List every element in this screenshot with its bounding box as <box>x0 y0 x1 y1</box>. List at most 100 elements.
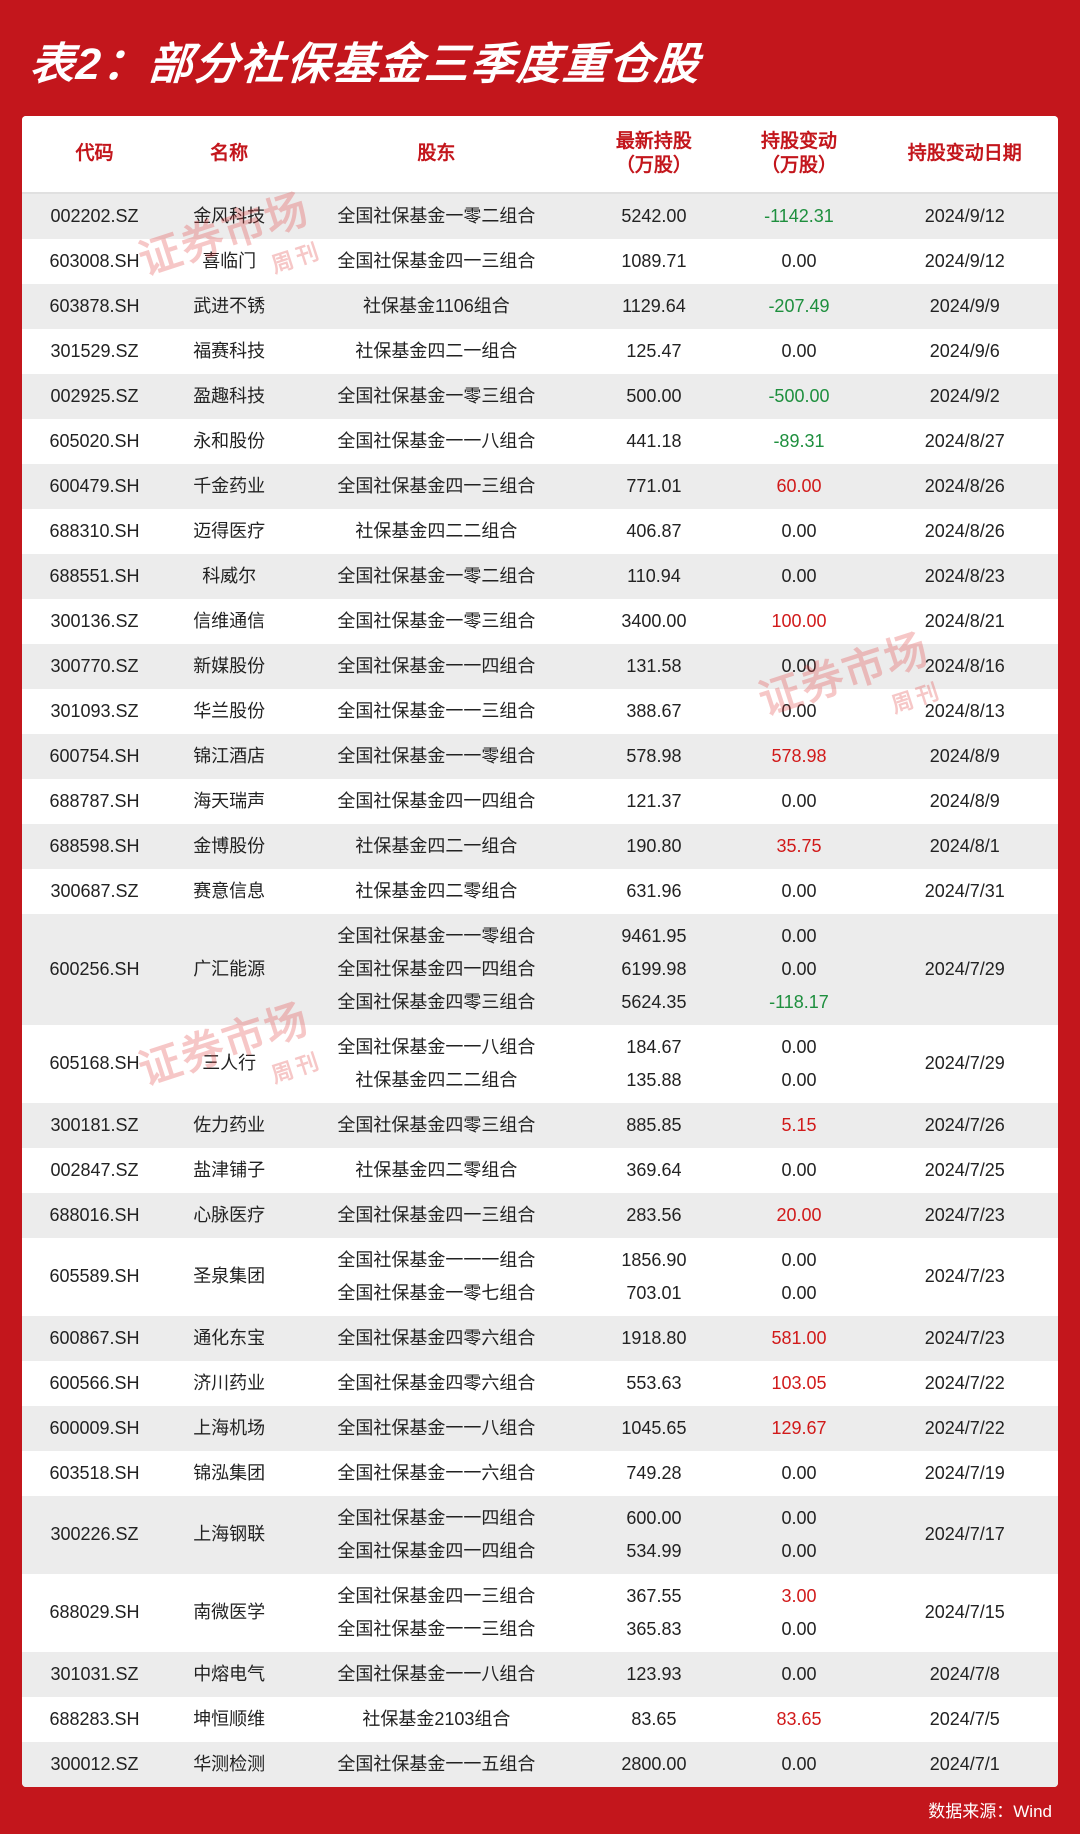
change-value: 581.00 <box>732 1322 865 1355</box>
cell-holder: 全国社保基金一零二组合 <box>291 554 581 599</box>
shares-value: 1045.65 <box>587 1412 720 1445</box>
cell-code: 301093.SZ <box>22 689 167 734</box>
cell-change: 0.00 <box>726 1148 871 1193</box>
holder-name: 全国社保基金四零六组合 <box>297 1322 575 1355</box>
cell-holder: 社保基金四二二组合 <box>291 509 581 554</box>
cell-name: 赛意信息 <box>167 869 291 914</box>
cell-name: 信维通信 <box>167 599 291 644</box>
cell-holder: 全国社保基金四零六组合 <box>291 1316 581 1361</box>
change-value: -1142.31 <box>732 200 865 233</box>
shares-value: 190.80 <box>587 830 720 863</box>
shares-value: 578.98 <box>587 740 720 773</box>
cell-code: 603878.SH <box>22 284 167 329</box>
cell-holder: 全国社保基金一一四组合 <box>291 644 581 689</box>
cell-holder: 社保基金1106组合 <box>291 284 581 329</box>
table-row: 688016.SH心脉医疗全国社保基金四一三组合283.5620.002024/… <box>22 1193 1058 1238</box>
cell-shares: 121.37 <box>581 779 726 824</box>
cell-shares: 388.67 <box>581 689 726 734</box>
shares-value: 534.99 <box>587 1535 720 1568</box>
cell-holder: 全国社保基金一零三组合 <box>291 374 581 419</box>
change-value: -118.17 <box>732 986 865 1019</box>
cell-change: 60.00 <box>726 464 871 509</box>
cell-code: 300012.SZ <box>22 1742 167 1787</box>
shares-value: 600.00 <box>587 1502 720 1535</box>
shares-value: 5624.35 <box>587 986 720 1019</box>
table-wrapper: 代码名称股东最新持股（万股）持股变动（万股）持股变动日期 002202.SZ金风… <box>22 116 1058 1787</box>
cell-code: 301529.SZ <box>22 329 167 374</box>
cell-change: 100.00 <box>726 599 871 644</box>
shares-value: 283.56 <box>587 1199 720 1232</box>
cell-name: 金博股份 <box>167 824 291 869</box>
cell-date: 2024/7/26 <box>871 1103 1058 1148</box>
shares-value: 885.85 <box>587 1109 720 1142</box>
holder-name: 全国社保基金一一一组合 <box>297 1244 575 1277</box>
cell-holder: 全国社保基金一零二组合 <box>291 193 581 239</box>
holdings-table: 代码名称股东最新持股（万股）持股变动（万股）持股变动日期 002202.SZ金风… <box>22 116 1058 1787</box>
cell-shares: 749.28 <box>581 1451 726 1496</box>
cell-code: 605168.SH <box>22 1025 167 1103</box>
cell-name: 千金药业 <box>167 464 291 509</box>
cell-holder: 全国社保基金一一四组合全国社保基金四一四组合 <box>291 1496 581 1574</box>
cell-name: 海天瑞声 <box>167 779 291 824</box>
cell-date: 2024/7/23 <box>871 1193 1058 1238</box>
change-value: 100.00 <box>732 605 865 638</box>
cell-code: 002925.SZ <box>22 374 167 419</box>
column-header-shares: 最新持股（万股） <box>581 116 726 193</box>
cell-code: 603008.SH <box>22 239 167 284</box>
cell-shares: 771.01 <box>581 464 726 509</box>
cell-holder: 社保基金四二一组合 <box>291 824 581 869</box>
cell-code: 600256.SH <box>22 914 167 1025</box>
table-row: 603878.SH武进不锈社保基金1106组合1129.64-207.49202… <box>22 284 1058 329</box>
cell-shares: 600.00534.99 <box>581 1496 726 1574</box>
cell-holder: 全国社保基金一零三组合 <box>291 599 581 644</box>
cell-date: 2024/7/31 <box>871 869 1058 914</box>
shares-value: 388.67 <box>587 695 720 728</box>
cell-change: 0.00 <box>726 1451 871 1496</box>
cell-code: 600867.SH <box>22 1316 167 1361</box>
cell-date: 2024/7/8 <box>871 1652 1058 1697</box>
cell-date: 2024/7/29 <box>871 1025 1058 1103</box>
cell-date: 2024/8/9 <box>871 779 1058 824</box>
cell-name: 通化东宝 <box>167 1316 291 1361</box>
cell-date: 2024/8/27 <box>871 419 1058 464</box>
shares-value: 121.37 <box>587 785 720 818</box>
cell-holder: 全国社保基金四一四组合 <box>291 779 581 824</box>
cell-date: 2024/7/23 <box>871 1238 1058 1316</box>
cell-change: 35.75 <box>726 824 871 869</box>
change-value: 0.00 <box>732 335 865 368</box>
change-value: 0.00 <box>732 785 865 818</box>
cell-shares: 83.65 <box>581 1697 726 1742</box>
change-value: 0.00 <box>732 515 865 548</box>
cell-date: 2024/7/23 <box>871 1316 1058 1361</box>
cell-change: 0.000.00 <box>726 1238 871 1316</box>
cell-holder: 全国社保基金四一三组合 <box>291 464 581 509</box>
cell-holder: 社保基金四二零组合 <box>291 869 581 914</box>
cell-code: 300226.SZ <box>22 1496 167 1574</box>
cell-date: 2024/9/2 <box>871 374 1058 419</box>
column-header-holder: 股东 <box>291 116 581 193</box>
cell-date: 2024/8/1 <box>871 824 1058 869</box>
cell-shares: 5242.00 <box>581 193 726 239</box>
shares-value: 553.63 <box>587 1367 720 1400</box>
cell-change: -1142.31 <box>726 193 871 239</box>
cell-shares: 1045.65 <box>581 1406 726 1451</box>
cell-change: -89.31 <box>726 419 871 464</box>
cell-change: -207.49 <box>726 284 871 329</box>
cell-date: 2024/8/23 <box>871 554 1058 599</box>
cell-shares: 9461.956199.985624.35 <box>581 914 726 1025</box>
cell-name: 锦江酒店 <box>167 734 291 779</box>
table-row: 603008.SH喜临门全国社保基金四一三组合1089.710.002024/9… <box>22 239 1058 284</box>
cell-change: 581.00 <box>726 1316 871 1361</box>
cell-date: 2024/7/22 <box>871 1361 1058 1406</box>
table-row: 300181.SZ佐力药业全国社保基金四零三组合885.855.152024/7… <box>22 1103 1058 1148</box>
cell-code: 688787.SH <box>22 779 167 824</box>
change-value: -500.00 <box>732 380 865 413</box>
cell-holder: 全国社保基金一一八组合 <box>291 1406 581 1451</box>
holder-name: 全国社保基金一一六组合 <box>297 1457 575 1490</box>
change-value: 0.00 <box>732 1457 865 1490</box>
cell-shares: 367.55365.83 <box>581 1574 726 1652</box>
cell-shares: 406.87 <box>581 509 726 554</box>
column-header-name: 名称 <box>167 116 291 193</box>
change-value: 20.00 <box>732 1199 865 1232</box>
cell-shares: 441.18 <box>581 419 726 464</box>
